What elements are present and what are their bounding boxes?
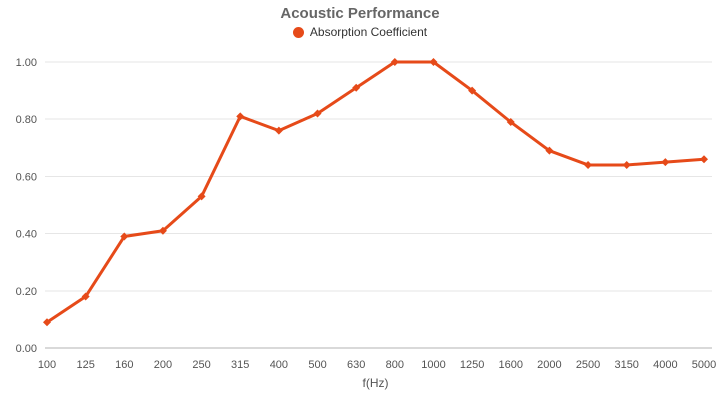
x-tick-label: 2000: [537, 359, 561, 371]
data-point-marker[interactable]: [622, 160, 631, 169]
y-tick-label: 0.60: [16, 171, 37, 183]
x-tick-label: 160: [115, 359, 133, 371]
x-tick-label: 1600: [499, 359, 523, 371]
data-point-marker[interactable]: [584, 160, 593, 169]
data-point-marker[interactable]: [197, 192, 206, 201]
data-point-marker[interactable]: [313, 109, 322, 118]
chart-title: Acoustic Performance: [280, 5, 440, 22]
x-tick-label: 500: [308, 359, 326, 371]
data-point-marker[interactable]: [158, 226, 167, 235]
data-point-marker[interactable]: [236, 112, 245, 121]
y-tick-label: 1.00: [16, 57, 37, 69]
data-point-marker[interactable]: [700, 155, 708, 164]
x-tick-label: 1250: [460, 359, 484, 371]
data-point-marker[interactable]: [506, 118, 515, 127]
x-tick-label: 630: [347, 359, 365, 371]
x-tick-label: 2500: [576, 359, 600, 371]
y-tick-label: 0.00: [16, 343, 37, 355]
x-tick-label: 4000: [653, 359, 677, 371]
y-tick-label: 0.80: [16, 114, 37, 126]
x-tick-label: 125: [76, 359, 94, 371]
x-tick-label: 200: [154, 359, 172, 371]
data-point-marker[interactable]: [661, 158, 670, 167]
data-point-marker[interactable]: [352, 83, 361, 92]
data-point-marker[interactable]: [274, 126, 283, 135]
x-axis-title: f(Hz): [363, 376, 389, 390]
legend-marker-icon: [292, 26, 304, 38]
data-point-marker[interactable]: [429, 58, 438, 66]
x-tick-label: 315: [231, 359, 249, 371]
legend[interactable]: Absorption Coefficient: [0, 25, 720, 39]
data-point-marker[interactable]: [468, 86, 477, 95]
x-tick-label: 250: [192, 359, 210, 371]
x-tick-label: 1000: [421, 359, 445, 371]
x-tick-label: 400: [270, 359, 288, 371]
x-tick-label: 100: [38, 359, 56, 371]
legend-label: Absorption Coefficient: [309, 25, 428, 39]
y-tick-label: 0.20: [16, 286, 37, 298]
series-line[interactable]: [45, 60, 706, 324]
data-point-marker[interactable]: [43, 318, 51, 327]
y-tick-label: 0.40: [16, 229, 37, 241]
data-point-marker[interactable]: [545, 146, 554, 155]
data-point-marker[interactable]: [81, 292, 90, 301]
x-tick-label: 800: [386, 359, 404, 371]
x-tick-label: 3150: [614, 359, 638, 371]
x-tick-label: 5000: [692, 359, 716, 371]
data-point-marker[interactable]: [120, 232, 129, 241]
data-point-marker[interactable]: [390, 58, 399, 66]
